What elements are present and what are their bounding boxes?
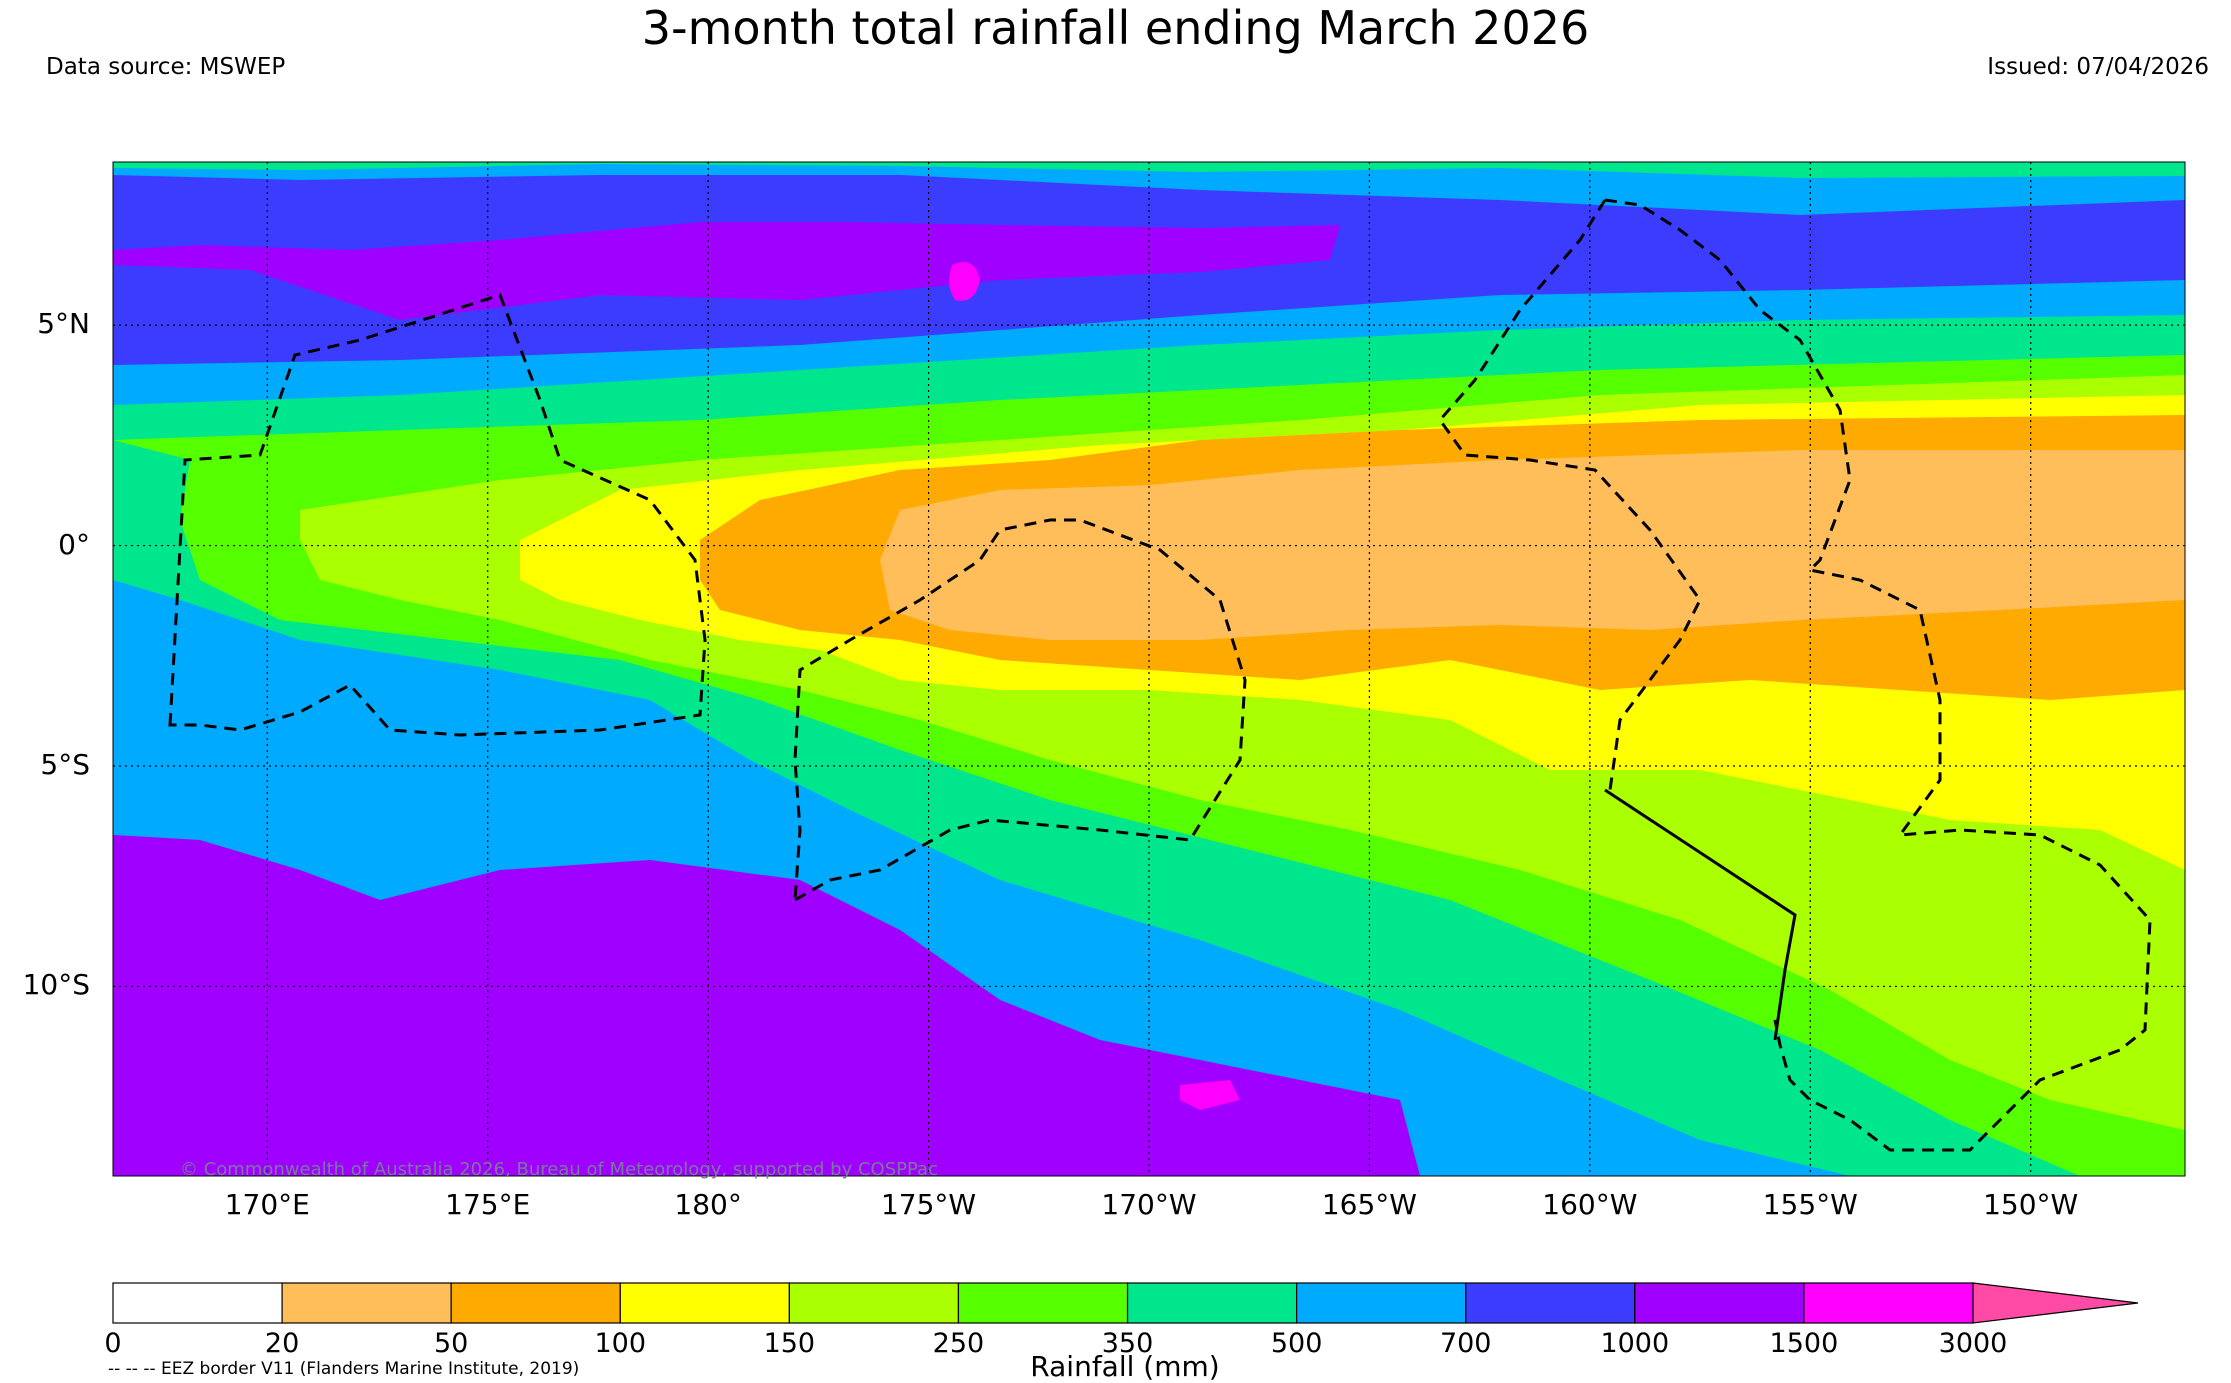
- longitude-label: 175°W: [880, 1188, 977, 1221]
- colorbar-segment: [1126, 1282, 1298, 1324]
- colorbar-segment: [1465, 1282, 1636, 1324]
- copyright-notice: © Commonwealth of Australia 2026, Bureau…: [180, 1159, 938, 1180]
- eez-border-tuvalu-kiribati-west: [168, 293, 707, 737]
- eez-solid-border: [1604, 788, 1797, 1041]
- latitude-label: 10°S: [22, 968, 90, 1002]
- colorbar-segment: [281, 1282, 452, 1324]
- colorbar-segment: [450, 1282, 621, 1324]
- longitude-label: 170°E: [224, 1188, 310, 1221]
- colorbar-segment: [788, 1282, 960, 1324]
- longitude-label: 175°E: [445, 1188, 531, 1221]
- colorbar-segment: [1803, 1282, 1974, 1324]
- latitude-label: 5°N: [37, 307, 90, 341]
- eez-border-phoenix: [793, 518, 1247, 903]
- colorbar-tick-label: 50: [433, 1328, 469, 1359]
- colorbar-tick-label: 150: [763, 1328, 816, 1359]
- colorbar-segment: [112, 1282, 283, 1324]
- eez-border-line-north: [1438, 199, 1702, 791]
- map-title: 3-month total rainfall ending March 2026: [641, 1, 1590, 55]
- colorbar-segment: [1634, 1282, 1805, 1324]
- colorbar-segment: [957, 1282, 1129, 1324]
- map-frame: [112, 161, 2186, 1177]
- colorbar-tick-label: 100: [594, 1328, 647, 1359]
- colorbar-tick-label: 0: [104, 1328, 122, 1359]
- band-south-purple: [113, 835, 1420, 1176]
- colorbar-tick-label: 1000: [1600, 1328, 1670, 1359]
- colorbar-units-label: Rainfall (mm): [1030, 1350, 1220, 1383]
- latitude-label: 5°S: [40, 747, 90, 781]
- colorbar: [112, 1282, 2139, 1324]
- band-north-blue-top: [113, 162, 2185, 215]
- longitude-label: 165°W: [1321, 1188, 1417, 1221]
- longitude-label: 180°: [674, 1188, 742, 1221]
- band-lightorange: [880, 450, 2185, 640]
- issued-date-label: Issued: 07/04/2026: [1987, 54, 2209, 80]
- colorbar-extend-arrow: [1972, 1282, 2139, 1324]
- data-source-label: Data source: MSWEP: [46, 54, 286, 80]
- longitude-label: 150°W: [1983, 1188, 2079, 1221]
- colorbar-segment: [1296, 1282, 1467, 1324]
- band-magenta-spot: [949, 262, 980, 301]
- graticule: [113, 162, 2185, 1176]
- colorbar-segment: [619, 1282, 790, 1324]
- colorbar-tick-label: 700: [1439, 1328, 1492, 1359]
- colorbar-tick-label: 20: [264, 1328, 300, 1359]
- colorbar-tick-label: 250: [932, 1328, 985, 1359]
- longitude-label: 170°W: [1101, 1188, 1197, 1221]
- band-north-purple: [113, 222, 1340, 320]
- eez-border-line-islands: [1604, 198, 2152, 1152]
- longitude-label: 155°W: [1762, 1188, 1858, 1221]
- latitude-label: 0°: [58, 527, 90, 561]
- colorbar-tick-label: 500: [1270, 1328, 1323, 1359]
- colorbar-tick-label: 3000: [1938, 1328, 2008, 1359]
- eez-legend-note: -- -- -- EEZ border V11 (Flanders Marine…: [108, 1359, 580, 1379]
- longitude-label: 160°W: [1542, 1188, 1638, 1221]
- colorbar-tick-label: 1500: [1769, 1328, 1839, 1359]
- rainfall-bands: [113, 162, 2185, 1176]
- band-south-magenta: [1180, 1080, 1240, 1110]
- eez-borders: [168, 198, 2152, 1152]
- colorbar-tick-label: 350: [1101, 1328, 1154, 1359]
